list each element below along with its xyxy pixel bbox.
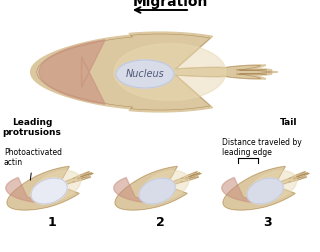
Text: Leading
protrusions: Leading protrusions bbox=[3, 118, 61, 137]
Polygon shape bbox=[7, 166, 93, 210]
Polygon shape bbox=[31, 32, 278, 112]
Polygon shape bbox=[114, 178, 155, 203]
Text: Distance traveled by
leading edge: Distance traveled by leading edge bbox=[222, 138, 302, 158]
Text: Nucleus: Nucleus bbox=[126, 69, 164, 79]
Text: 3: 3 bbox=[264, 216, 272, 230]
Polygon shape bbox=[223, 166, 309, 210]
Polygon shape bbox=[115, 166, 201, 210]
Text: 1: 1 bbox=[48, 216, 56, 230]
Ellipse shape bbox=[114, 44, 226, 101]
Text: Migration: Migration bbox=[132, 0, 208, 9]
Ellipse shape bbox=[142, 171, 189, 201]
Ellipse shape bbox=[31, 178, 67, 204]
Polygon shape bbox=[6, 178, 46, 203]
Text: 2: 2 bbox=[156, 216, 164, 230]
Ellipse shape bbox=[116, 60, 174, 88]
Text: Tail: Tail bbox=[280, 118, 298, 127]
Ellipse shape bbox=[35, 171, 81, 201]
Polygon shape bbox=[39, 40, 105, 104]
Polygon shape bbox=[222, 178, 262, 203]
Polygon shape bbox=[37, 34, 272, 110]
Text: Photoactivated
actin: Photoactivated actin bbox=[4, 148, 62, 180]
Ellipse shape bbox=[139, 178, 175, 204]
Ellipse shape bbox=[251, 171, 297, 201]
Ellipse shape bbox=[247, 178, 283, 204]
